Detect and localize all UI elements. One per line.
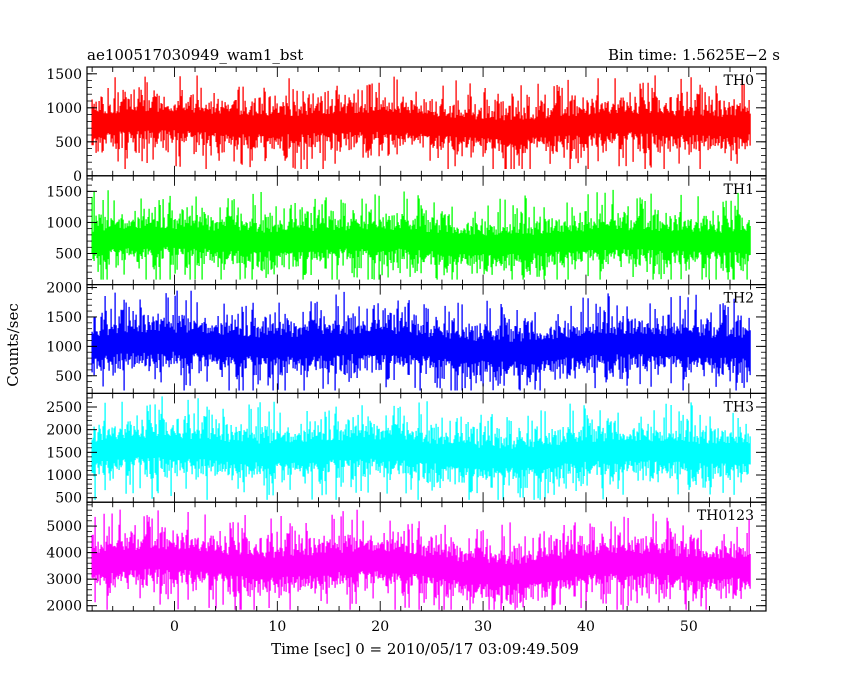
panel-label-th1: TH1	[724, 182, 754, 198]
panel-th0123: 2000 3000 4000 5000 TH0123	[46, 501, 767, 615]
y-tick-label: 2000	[46, 599, 82, 615]
y-tick-label: 0	[73, 169, 82, 185]
series-th0-line	[91, 75, 751, 169]
x-tick-label: 40	[577, 619, 595, 635]
panel-th2: 500 1000 1500 2000 TH2	[46, 281, 767, 395]
y-tick-label: 500	[55, 369, 82, 385]
y-tick-label: 2000	[46, 281, 82, 297]
panel-label-th2: TH2	[724, 291, 754, 307]
y-tick-label: 2500	[46, 400, 82, 416]
y-tick-label: 2000	[46, 423, 82, 439]
x-axis-label: Time [sec] 0 = 2010/05/17 03:09:49.509	[271, 640, 579, 658]
y-tick-label: 1500	[46, 310, 82, 326]
panel-label-th0123: TH0123	[697, 508, 754, 524]
series-th1-line	[91, 189, 751, 280]
y-tick-label: 1000	[46, 215, 82, 231]
x-tick-label: 50	[680, 619, 698, 635]
panel-label-th3: TH3	[724, 399, 754, 415]
panel-frame	[86, 501, 767, 612]
panel-th3: 500 1000 1500 2000 2500 TH3	[46, 392, 767, 507]
panel-th1: 500 1000 1500 TH1	[46, 175, 767, 286]
y-tick-label: 500	[55, 247, 82, 263]
panel-label-th0: TH0	[724, 73, 754, 89]
y-tick-label: 500	[55, 135, 82, 151]
x-tick-label: 20	[371, 619, 389, 635]
y-tick-label: 1500	[46, 67, 82, 83]
series-th0123-line	[91, 509, 751, 610]
y-tick-label: 5000	[46, 519, 82, 535]
y-axis-label: Counts/sec	[4, 303, 22, 387]
chart-title: ae100517030949_wam1_bst	[87, 46, 303, 64]
y-tick-label: 4000	[46, 546, 82, 562]
panel-th0: 0 500 1000 1500 TH0	[46, 66, 767, 185]
series-th3-line	[91, 396, 751, 500]
y-tick-label: 1000	[46, 468, 82, 484]
y-tick-label: 1000	[46, 101, 82, 117]
y-tick-label: 3000	[46, 572, 82, 588]
x-tick-label: 10	[268, 619, 286, 635]
y-tick-label: 1000	[46, 339, 82, 355]
series-th2-line	[91, 290, 751, 391]
y-tick-label: 1500	[46, 184, 82, 200]
y-tick-label: 1500	[46, 445, 82, 461]
x-tick-label: 30	[474, 619, 492, 635]
x-tick-label: 0	[170, 619, 179, 635]
bin-time-label: Bin time: 1.5625E−2 s	[608, 46, 780, 64]
y-tick-label: 500	[55, 491, 82, 507]
